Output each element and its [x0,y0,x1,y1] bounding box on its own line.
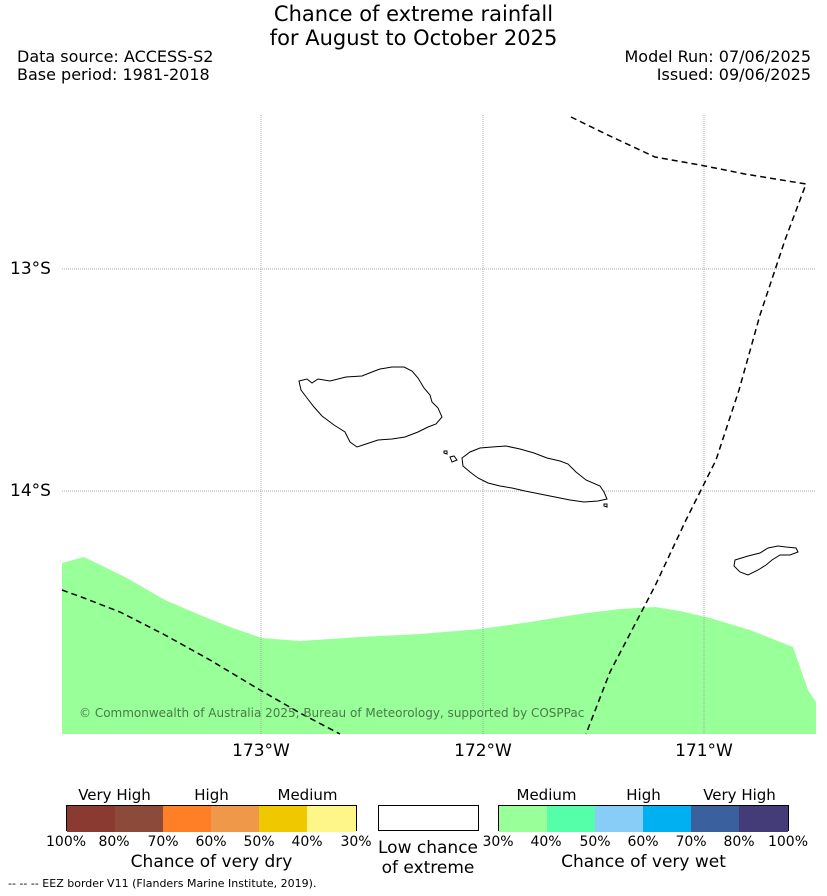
wet-pct-80: 80% [723,834,755,850]
dry-colorbar [66,805,357,832]
dry-pct-40: 40% [291,834,323,850]
data-source: Data source: ACCESS-S2 [17,47,214,66]
dry-pct-60: 60% [195,834,227,850]
lat-label-13s: 13°S [10,259,51,279]
base-period: Base period: 1981-2018 [17,65,210,84]
islands [298,366,799,576]
dry-swatch-50-40 [259,806,308,832]
wet-swatch-70-80 [691,806,740,832]
eez-footnote: -- -- -- EEZ border V11 (Flanders Marine… [8,877,317,890]
header-left: Data source: ACCESS-S2 Base period: 1981… [17,48,213,84]
wet-level-very-high: Very High [703,786,776,804]
wet-level-high: High [626,786,661,804]
dry-pct-70: 70% [147,834,179,850]
graticule [62,115,816,734]
manono-island [449,455,458,463]
wet-caption: Chance of very wet [561,852,726,872]
nuutele-island [603,503,608,508]
dry-pct-100: 100% [46,834,87,850]
neutral-swatch [378,805,479,831]
dry-swatch-70-60 [163,806,212,832]
lon-label-172w: 172°W [454,741,512,761]
wet-pct-100: 100% [767,834,809,850]
wet-pct-70: 70% [675,834,707,850]
dry-pct-30: 30% [340,834,372,850]
wet-colorbar [498,805,789,832]
title-line-2: for August to October 2025 [269,26,558,50]
copyright-text: © Commonwealth of Australia 2025, Bureau… [79,706,585,720]
dry-swatch-100-80 [67,806,116,832]
map-canvas [61,115,816,735]
wet-swatch-50-60 [595,806,644,832]
wet-swatch-60-70 [643,806,692,832]
eez-border [61,116,808,735]
dry-swatch-80-70 [115,806,164,832]
dry-level-high: High [194,786,229,804]
wet-medium-region [62,557,816,734]
lat-label-14s: 14°S [10,481,51,501]
dry-swatch-40-30 [307,806,356,832]
neutral-caption-line1: Low chance [378,838,478,858]
dry-caption: Chance of very dry [130,852,293,872]
wet-pct-50: 50% [579,834,611,850]
wet-pct-40: 40% [530,834,562,850]
dry-pct-80: 80% [98,834,130,850]
model-run: Model Run: 07/06/2025 [624,47,812,66]
wet-pct-30: 30% [482,834,514,850]
dry-pct-50: 50% [243,834,275,850]
lon-label-173w: 173°W [232,741,290,761]
wet-pct-60: 60% [627,834,659,850]
issued-date: Issued: 09/06/2025 [656,65,811,84]
savaii-island [298,366,443,448]
wet-swatch-80-100 [739,806,788,832]
neutral-caption-line2: of extreme [381,858,475,878]
map-title: Chance of extreme rainfall for August to… [0,2,827,50]
dry-swatch-60-50 [211,806,260,832]
wet-swatch-40-50 [547,806,596,832]
title-line-1: Chance of extreme rainfall [273,2,554,26]
header-right: Model Run: 07/06/2025 Issued: 09/06/2025 [625,48,812,84]
tutuila-island [733,545,799,576]
wet-swatch-30-40 [499,806,548,832]
wet-level-medium: Medium [516,786,577,804]
upolu-island [461,445,608,503]
dry-level-very-high: Very High [78,786,151,804]
neutral-caption: Low chance of extreme [368,838,488,878]
lon-label-171w: 171°W [675,741,733,761]
apolima-island [443,450,448,455]
dry-level-medium: Medium [277,786,338,804]
